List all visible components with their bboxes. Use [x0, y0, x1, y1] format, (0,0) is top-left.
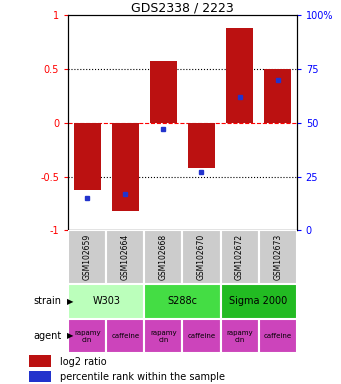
Text: caffeine: caffeine: [264, 333, 292, 339]
Bar: [144, 230, 182, 284]
Text: GSM102673: GSM102673: [273, 234, 282, 280]
Text: strain: strain: [33, 296, 61, 306]
Text: agent: agent: [33, 331, 61, 341]
Title: GDS2338 / 2223: GDS2338 / 2223: [131, 1, 234, 14]
Bar: [221, 230, 258, 284]
Bar: [221, 319, 258, 353]
Text: rapamy
cin: rapamy cin: [226, 329, 253, 343]
Text: Sigma 2000: Sigma 2000: [229, 296, 288, 306]
Bar: [68, 319, 106, 353]
Text: ▶: ▶: [66, 331, 73, 341]
Bar: [150, 61, 177, 123]
Bar: [106, 319, 144, 353]
Bar: [221, 284, 297, 319]
Bar: [264, 69, 291, 123]
Bar: [258, 319, 297, 353]
Text: GSM102670: GSM102670: [197, 234, 206, 280]
Text: caffeine: caffeine: [111, 333, 139, 339]
Text: ▶: ▶: [66, 297, 73, 306]
Text: W303: W303: [92, 296, 120, 306]
Text: rapamy
cin: rapamy cin: [74, 329, 101, 343]
Bar: [188, 123, 215, 168]
Text: GSM102659: GSM102659: [83, 234, 92, 280]
Bar: [29, 371, 51, 382]
Bar: [106, 230, 144, 284]
Bar: [182, 230, 221, 284]
Bar: [29, 356, 51, 367]
Bar: [112, 123, 139, 211]
Text: GSM102672: GSM102672: [235, 234, 244, 280]
Bar: [182, 319, 221, 353]
Bar: [68, 284, 144, 319]
Bar: [226, 28, 253, 123]
Bar: [74, 123, 101, 190]
Text: rapamy
cin: rapamy cin: [150, 329, 177, 343]
Text: GSM102668: GSM102668: [159, 234, 168, 280]
Text: log2 ratio: log2 ratio: [60, 357, 107, 367]
Bar: [258, 230, 297, 284]
Text: percentile rank within the sample: percentile rank within the sample: [60, 372, 225, 382]
Bar: [144, 284, 221, 319]
Bar: [144, 319, 182, 353]
Text: GSM102664: GSM102664: [121, 234, 130, 280]
Bar: [68, 230, 106, 284]
Text: S288c: S288c: [167, 296, 197, 306]
Text: caffeine: caffeine: [188, 333, 216, 339]
